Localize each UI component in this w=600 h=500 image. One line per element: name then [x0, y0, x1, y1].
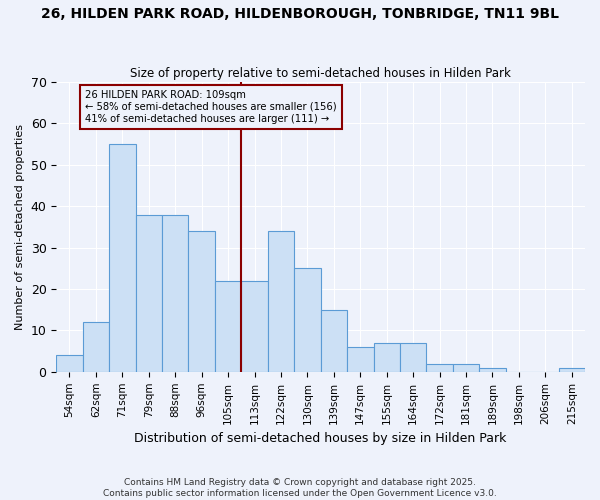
Bar: [347, 347, 374, 372]
Bar: [215, 281, 241, 372]
Bar: [188, 231, 215, 372]
Bar: [109, 144, 136, 372]
X-axis label: Distribution of semi-detached houses by size in Hilden Park: Distribution of semi-detached houses by …: [134, 432, 507, 445]
Bar: [559, 368, 585, 372]
Bar: [268, 231, 294, 372]
Bar: [374, 343, 400, 372]
Text: 26 HILDEN PARK ROAD: 109sqm
← 58% of semi-detached houses are smaller (156)
41% : 26 HILDEN PARK ROAD: 109sqm ← 58% of sem…: [85, 90, 337, 124]
Bar: [83, 322, 109, 372]
Title: Size of property relative to semi-detached houses in Hilden Park: Size of property relative to semi-detach…: [130, 66, 511, 80]
Text: 26, HILDEN PARK ROAD, HILDENBOROUGH, TONBRIDGE, TN11 9BL: 26, HILDEN PARK ROAD, HILDENBOROUGH, TON…: [41, 8, 559, 22]
Bar: [400, 343, 427, 372]
Bar: [136, 214, 162, 372]
Bar: [56, 356, 83, 372]
Y-axis label: Number of semi-detached properties: Number of semi-detached properties: [15, 124, 25, 330]
Bar: [479, 368, 506, 372]
Bar: [320, 310, 347, 372]
Text: Contains HM Land Registry data © Crown copyright and database right 2025.
Contai: Contains HM Land Registry data © Crown c…: [103, 478, 497, 498]
Bar: [453, 364, 479, 372]
Bar: [162, 214, 188, 372]
Bar: [294, 268, 320, 372]
Bar: [241, 281, 268, 372]
Bar: [427, 364, 453, 372]
